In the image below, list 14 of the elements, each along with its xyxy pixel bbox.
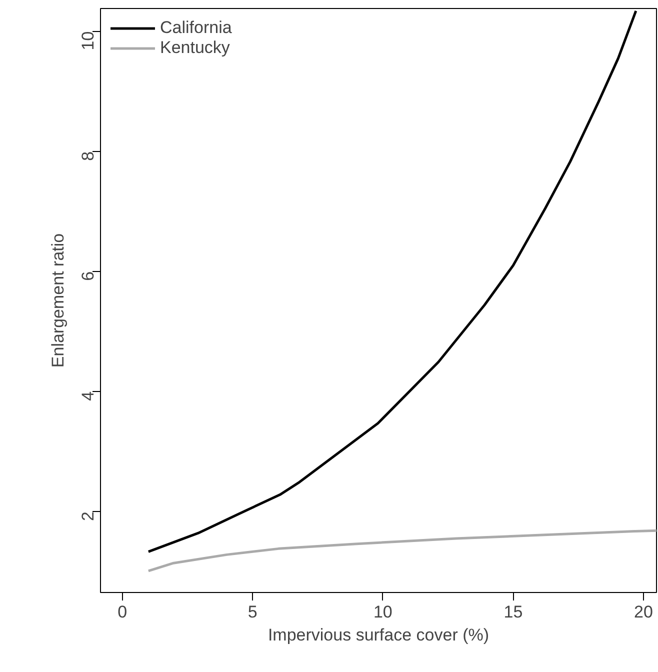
x-tick-label: 10: [373, 602, 392, 622]
y-tick-label: 4: [78, 391, 98, 401]
x-tick-label: 15: [504, 602, 523, 622]
y-tick-label: 8: [78, 151, 98, 161]
y-axis-title: Enlargement ratio: [48, 233, 68, 368]
x-tick-label: 5: [248, 602, 258, 622]
y-tick-label: 2: [78, 511, 98, 521]
legend-label: California: [160, 18, 232, 38]
y-tick-label: 6: [78, 271, 98, 281]
legend-label: Kentucky: [160, 38, 230, 58]
x-axis-title: Impervious surface cover (%): [268, 626, 490, 644]
y-tick-label: 10: [78, 31, 98, 50]
x-tick-label: 20: [634, 602, 653, 622]
x-tick-label: 0: [118, 602, 128, 622]
